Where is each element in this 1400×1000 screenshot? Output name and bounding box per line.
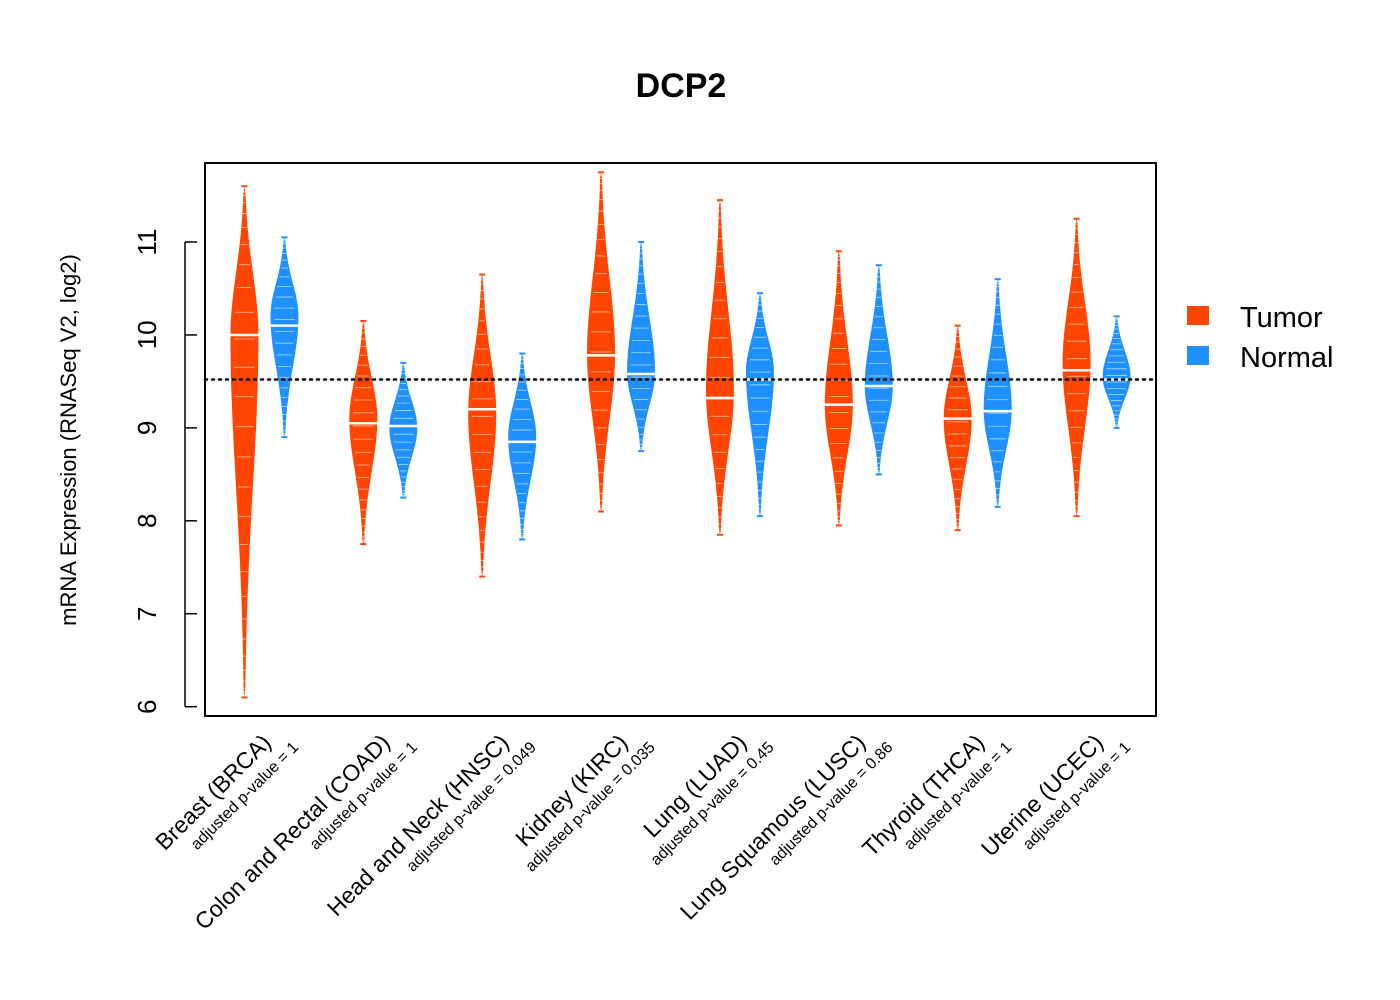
bean-uterine-ucec-tumor xyxy=(1062,218,1091,517)
y-axis: 6 7 8 9 10 11 xyxy=(132,229,197,714)
bean-breast-brca-normal xyxy=(270,237,299,438)
bean-head-and-neck-hnsc-tumor xyxy=(468,274,497,577)
bean-breast-brca-tumor xyxy=(230,186,259,698)
x-label-colon-and-rectal-coad: Colon and Rectal (COAD)adjusted p-value … xyxy=(189,729,421,934)
bean-thyroid-thca-tumor xyxy=(943,325,972,531)
y-axis-label: mRNA Expression (RNASeq V2, log2) xyxy=(56,254,81,626)
bean-lung-luad-normal xyxy=(745,293,774,517)
x-label-lung-squamous-lusc: Lung Squamous (LUSC)adjusted p-value = 0… xyxy=(675,729,897,925)
bean-kidney-kirc-normal xyxy=(627,242,656,452)
y-tick-label-7: 7 xyxy=(132,607,162,621)
bean-colon-and-rectal-coad-tumor xyxy=(349,321,378,545)
plot-frame xyxy=(204,162,1157,717)
bean-head-and-neck-hnsc-normal xyxy=(508,353,537,540)
beans-group xyxy=(228,171,1133,699)
bean-lung-luad-tumor xyxy=(705,200,734,535)
bean-kidney-kirc-tumor xyxy=(587,172,616,512)
legend-label-normal: Normal xyxy=(1240,342,1333,374)
y-tick-label-9: 9 xyxy=(132,421,162,435)
legend-swatch-normal xyxy=(1187,346,1209,365)
legend-swatch-tumor xyxy=(1187,306,1209,325)
y-tick-label-6: 6 xyxy=(132,699,162,713)
legend: Tumor Normal xyxy=(1187,302,1333,374)
y-tick-label-8: 8 xyxy=(132,514,162,528)
legend-label-tumor: Tumor xyxy=(1240,302,1323,334)
chart-title: DCP2 xyxy=(636,67,727,105)
bean-thyroid-thca-normal xyxy=(983,279,1012,507)
bean-lung-squamous-lusc-tumor xyxy=(824,251,853,526)
bean-colon-and-rectal-coad-normal xyxy=(389,362,418,498)
y-tick-label-11: 11 xyxy=(132,229,162,256)
bean-uterine-ucec-normal xyxy=(1102,316,1131,428)
y-tick-label-10: 10 xyxy=(132,320,162,349)
bean-lung-squamous-lusc-normal xyxy=(864,265,893,475)
plot-area xyxy=(203,162,1158,717)
